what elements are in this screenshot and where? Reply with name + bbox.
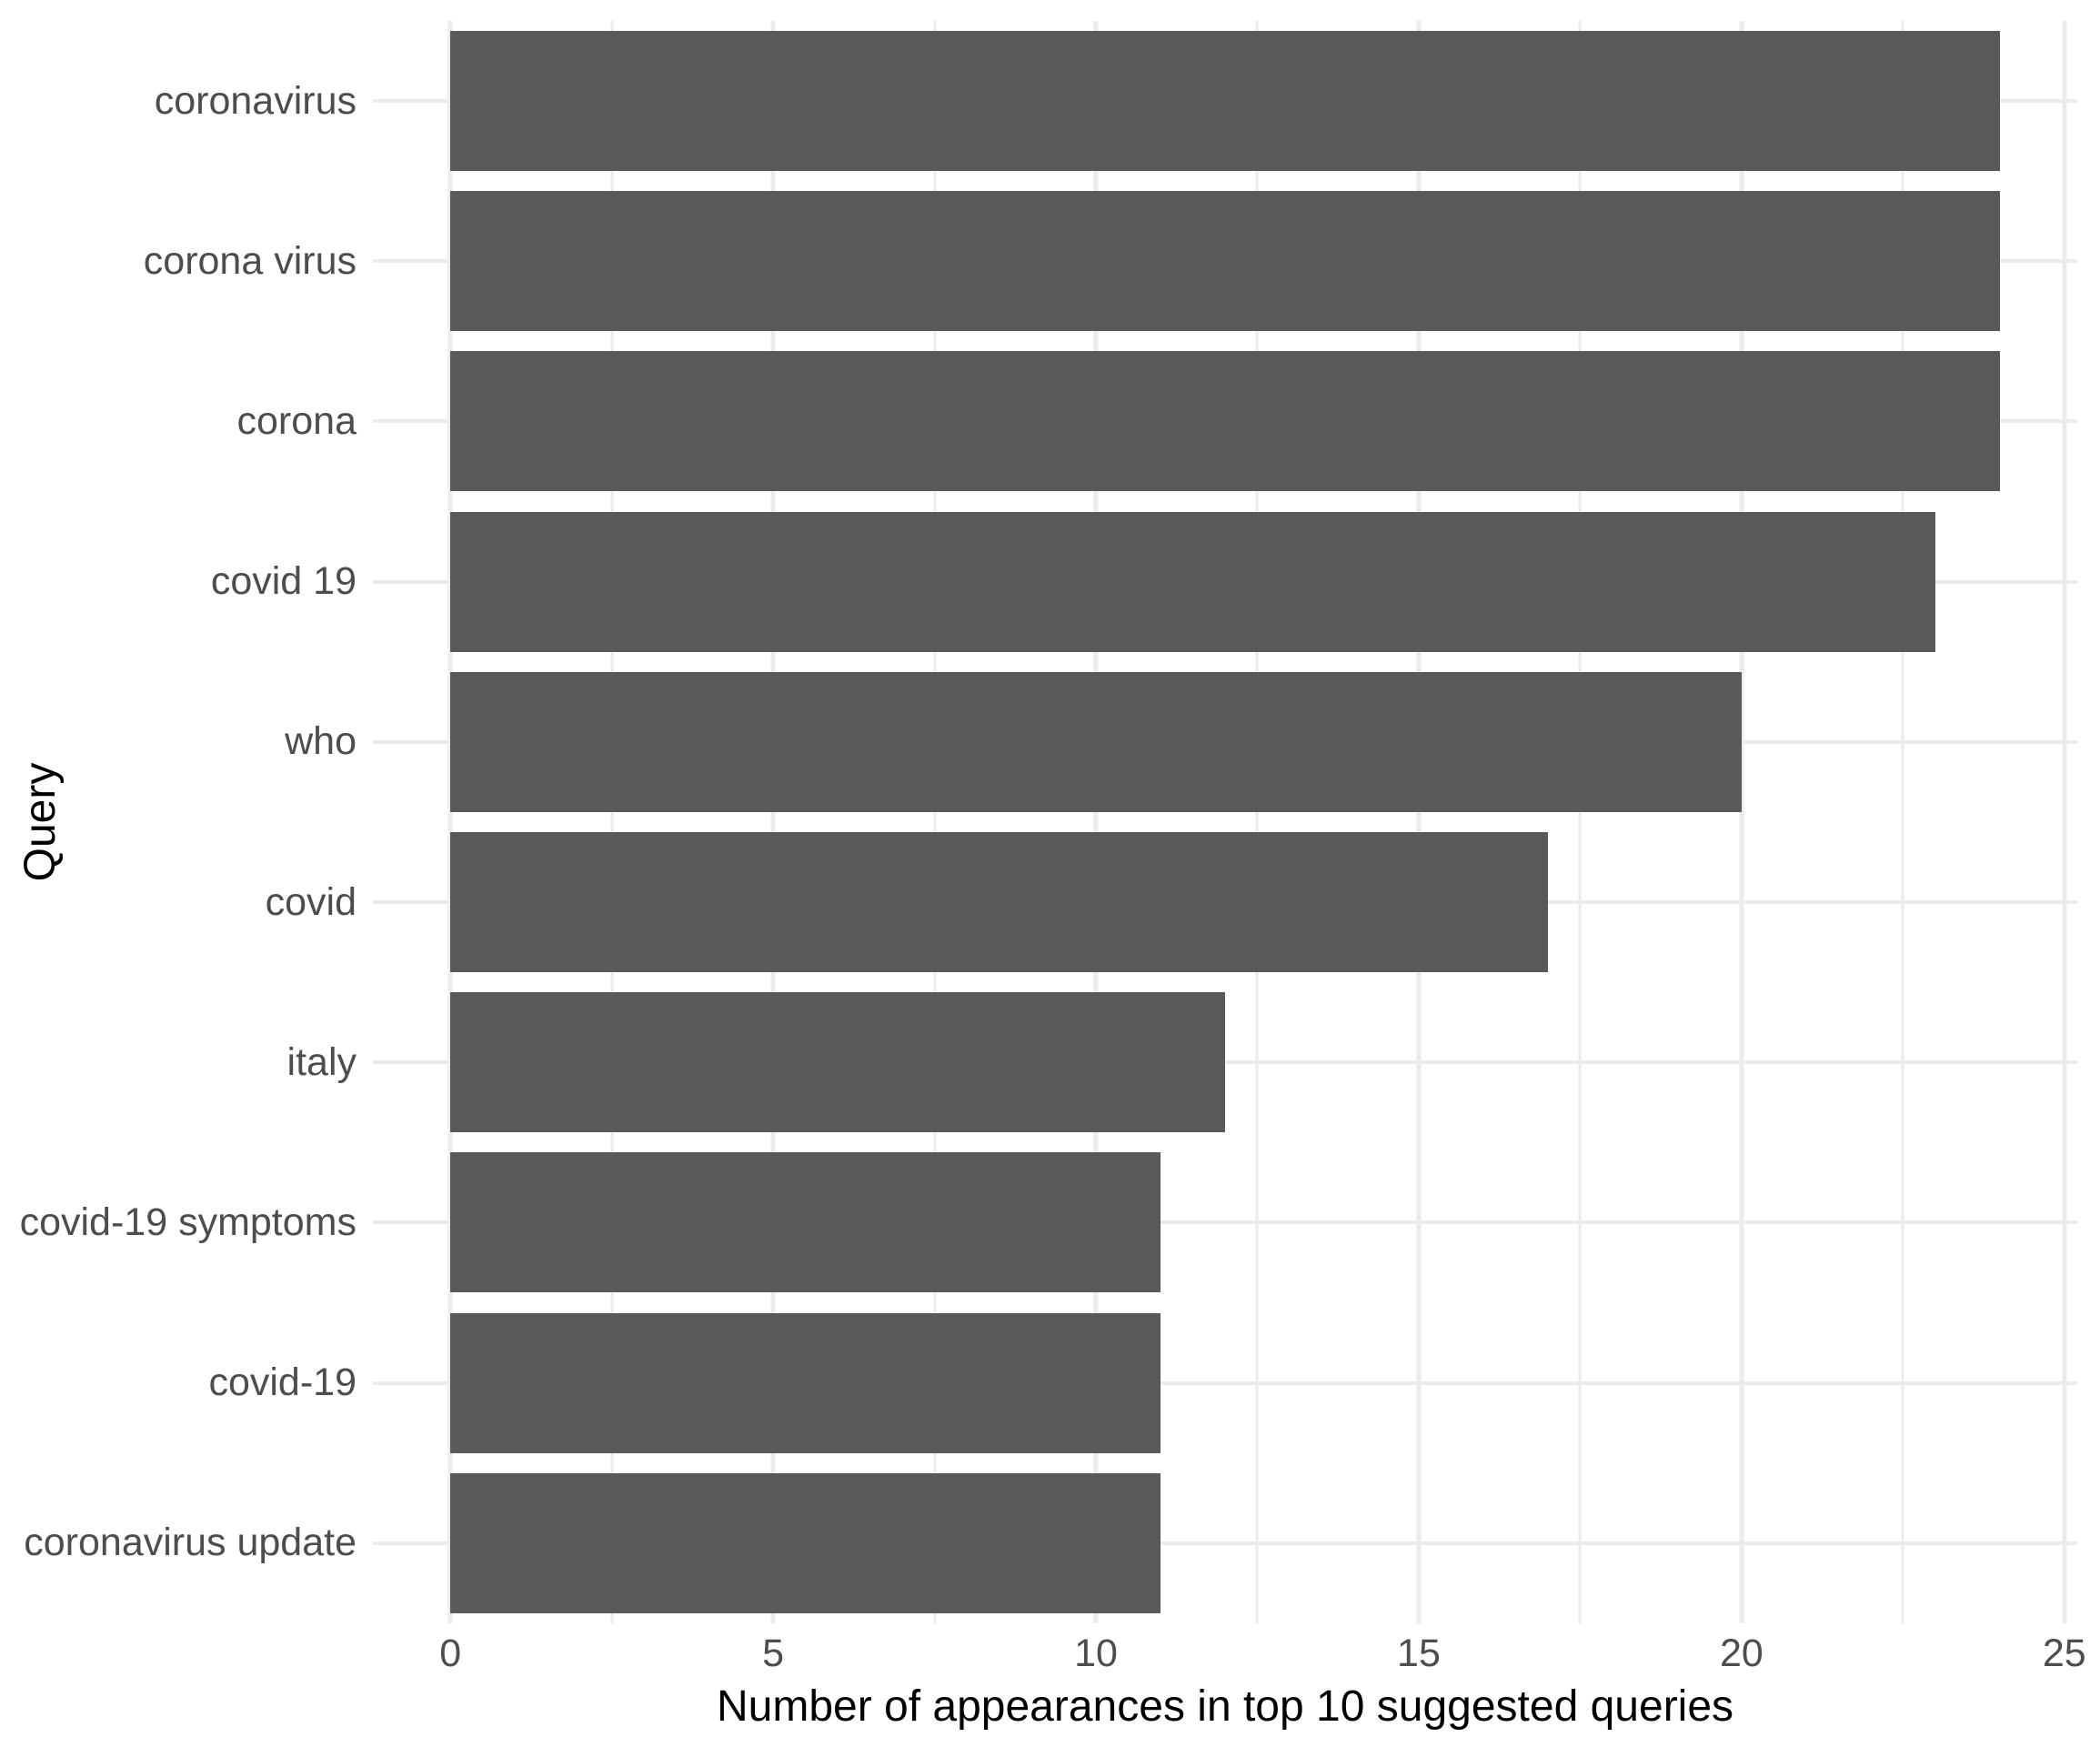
category-row xyxy=(373,181,2077,341)
plot-panel xyxy=(373,21,2077,1623)
x-major-gridline xyxy=(1416,21,1422,1623)
x-tick-label: 5 xyxy=(762,1632,785,1675)
x-tick-label: 20 xyxy=(1719,1632,1763,1675)
y-tick-label: covid-19 xyxy=(208,1360,357,1405)
y-major-gridline xyxy=(373,1220,2077,1225)
bar-covid-19-symptoms xyxy=(450,1152,1161,1293)
y-tick-label: coronavirus xyxy=(154,78,357,123)
x-axis-tick-labels: 0 5 10 15 20 25 xyxy=(373,1632,2086,1682)
y-tick-label: corona xyxy=(236,399,357,443)
y-tick-label: covid-19 symptoms xyxy=(19,1200,357,1245)
category-row xyxy=(373,662,2077,822)
category-row xyxy=(373,502,2077,662)
x-minor-gridline xyxy=(1255,21,1259,1623)
x-minor-gridline xyxy=(1901,21,1904,1623)
x-minor-gridline xyxy=(1578,21,1582,1623)
bar-italy xyxy=(450,992,1225,1133)
y-tick-label: covid xyxy=(265,879,357,924)
y-tick-label: covid 19 xyxy=(210,559,357,604)
y-major-gridline xyxy=(373,1541,2077,1545)
y-tick-label: coronavirus update xyxy=(24,1521,357,1565)
bar-coronavirus xyxy=(450,31,2000,172)
x-axis-title: Number of appearances in top 10 suggeste… xyxy=(716,1682,1734,1731)
bar-corona-virus xyxy=(450,191,2000,332)
y-axis-labels: coronavirus corona virus corona covid 19 who… xyxy=(0,21,357,1623)
bar-who xyxy=(450,671,1742,812)
x-major-gridline xyxy=(2062,21,2067,1623)
x-tick-label: 0 xyxy=(439,1632,462,1675)
category-row xyxy=(373,1142,2077,1302)
x-major-gridline xyxy=(1093,21,1099,1623)
bar-coronavirus-update xyxy=(450,1472,1161,1613)
y-tick-label: who xyxy=(285,719,357,764)
y-major-gridline xyxy=(373,1060,2077,1065)
category-row xyxy=(373,1463,2077,1623)
y-major-gridline xyxy=(373,1381,2077,1385)
category-row xyxy=(373,822,2077,982)
x-minor-gridline xyxy=(610,21,614,1623)
category-row xyxy=(373,341,2077,501)
x-tick-label: 10 xyxy=(1074,1632,1118,1675)
category-row xyxy=(373,21,2077,181)
x-minor-gridline xyxy=(933,21,937,1623)
y-tick-label: italy xyxy=(286,1039,357,1084)
bar-covid xyxy=(450,832,1548,973)
category-row xyxy=(373,982,2077,1142)
category-row xyxy=(373,1303,2077,1463)
x-major-gridline xyxy=(1739,21,1744,1623)
bar-corona xyxy=(450,351,2000,492)
bar-covid-19 xyxy=(450,511,1935,652)
x-major-gridline xyxy=(770,21,776,1623)
bar-covid-19 xyxy=(450,1312,1161,1453)
x-tick-label: 25 xyxy=(2042,1632,2086,1675)
x-major-gridline xyxy=(447,21,453,1623)
x-tick-label: 15 xyxy=(1397,1632,1441,1675)
y-tick-label: corona virus xyxy=(143,238,357,283)
